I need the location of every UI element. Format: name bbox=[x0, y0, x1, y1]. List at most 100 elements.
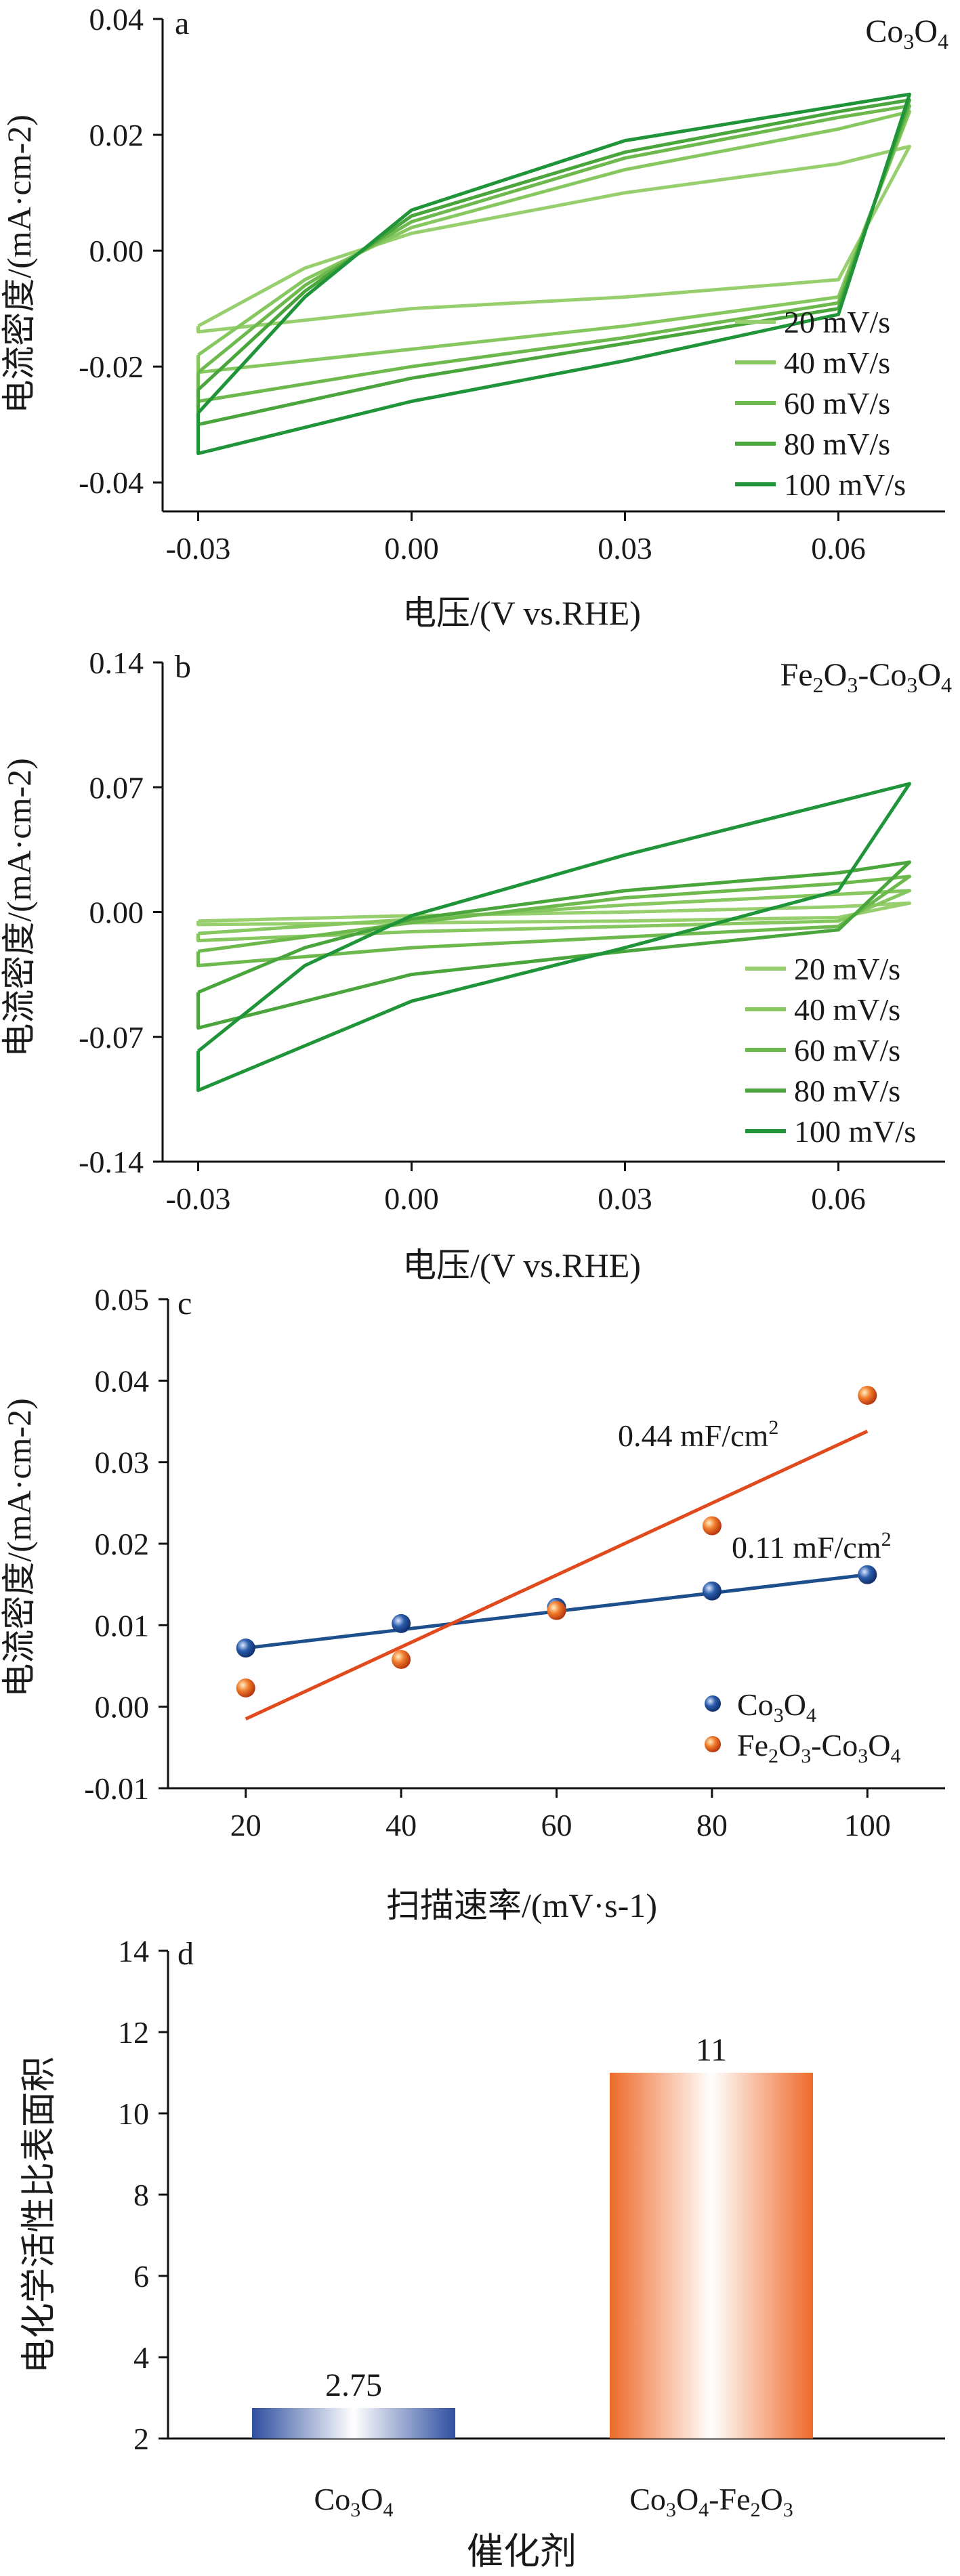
panel-a: a Co3O4 -0.03 0.00 0.03 0.060.040.020.00-0.… bbox=[0, 2, 948, 632]
panel-a-legend-label: 80 mV/s bbox=[784, 427, 890, 461]
panel-b-xlabel: 电压/(V vs.RHE) bbox=[402, 1246, 641, 1284]
panel-d-cat-co3o4-fe2o3: Co3O4-Fe2O3 bbox=[629, 2482, 793, 2521]
panel-d-bar-2 bbox=[610, 2073, 813, 2438]
panel-c: c 20 40 60 80 100 0.05 0.04 0.03 0.02 0.01 0.00 -0.… bbox=[0, 1282, 945, 1924]
panel-b: b Fe2O3-Co3O4 -0.03 0.00 0.03 0.06 0.14 0.07 0… bbox=[0, 646, 952, 1284]
panel-a-y-tick-label: 0.04 bbox=[89, 2, 144, 37]
panel-a-x-tick-label: -0.03 bbox=[166, 531, 231, 566]
panel-d: d 14 12 10 8 6 4 2 2.75 11 Co3O4 Co3O4-Fe2O3 催化剂… bbox=[20, 1934, 945, 2572]
panel-c-label: c bbox=[178, 1286, 192, 1322]
panel-b-label: b bbox=[175, 649, 191, 685]
panel-d-bar-label-1: 2.75 bbox=[325, 2367, 382, 2403]
panel-a-x-tick-label: 0.00 bbox=[384, 531, 439, 566]
panel-a-material: Co3O4 bbox=[865, 14, 948, 54]
panel-c-y-tick-label: 0.03 bbox=[95, 1445, 150, 1480]
panel-c-point-2 bbox=[392, 1649, 411, 1669]
panel-a-label: a bbox=[175, 5, 189, 41]
panel-d-y-tick-label: 12 bbox=[118, 2015, 149, 2050]
panel-d-y-tick-label: 6 bbox=[133, 2259, 149, 2294]
panel-b-series-4 bbox=[196, 860, 911, 1030]
panel-a-x-tick-label: 0.06 bbox=[811, 531, 866, 566]
panel-b-y-tick-label: 0.14 bbox=[89, 646, 144, 680]
panel-c-point-2 bbox=[858, 1385, 877, 1405]
panel-b-x-tick-label: 0.00 bbox=[384, 1181, 439, 1216]
panel-c-y-tick-label: -0.01 bbox=[84, 1771, 149, 1806]
panel-b-series-1 bbox=[196, 901, 911, 927]
panel-b-x-tick-label: 0.06 bbox=[811, 1181, 866, 1216]
panel-c-y-tick-label: 0.02 bbox=[95, 1527, 150, 1561]
legend-marker-fe2o3-co3o4 bbox=[705, 1736, 721, 1752]
panel-c-x-tick-label: 100 bbox=[844, 1808, 891, 1842]
panel-d-bar-1 bbox=[252, 2408, 455, 2438]
panel-b-y-tick-label: 0.00 bbox=[89, 895, 144, 930]
panel-a-ylabel: 电流密度/(mA·cm-2) bbox=[0, 114, 38, 414]
panel-a-legend-label: 20 mV/s bbox=[784, 305, 890, 339]
panel-c-plot: 20 40 60 80 100 0.05 0.04 0.03 0.02 0.01 0.00 -0.01 bbox=[84, 1282, 945, 1842]
panel-d-ylabel: 电化学活性比表面积 bbox=[20, 2056, 59, 2373]
panel-a-series-5 bbox=[196, 92, 911, 455]
panel-c-xlabel: 扫描速率/(mV·s-1) bbox=[386, 1886, 657, 1924]
panel-c-x-tick-label: 20 bbox=[230, 1808, 262, 1842]
panel-c-slope-co: 0.11 mF/cm2 bbox=[732, 1528, 892, 1565]
panel-c-legend: Co3O4 Fe2O3-Co3O4 bbox=[705, 1687, 900, 1767]
panel-b-material: Fe2O3-Co3O4 bbox=[780, 657, 952, 697]
panel-a-legend-label: 100 mV/s bbox=[784, 467, 906, 502]
panel-c-fit-line-2 bbox=[245, 1429, 869, 1720]
panel-a-y-tick-label: -0.04 bbox=[79, 465, 144, 500]
panel-b-legend-label: 100 mV/s bbox=[794, 1114, 916, 1149]
panel-c-y-tick-label: 0.00 bbox=[95, 1690, 150, 1725]
panel-a-x-tick-label: 0.03 bbox=[598, 531, 652, 566]
panel-a-y-tick-label: 0.00 bbox=[89, 234, 144, 268]
panel-d-plot: 14 12 10 8 6 4 2 2.75 11 bbox=[118, 1934, 945, 2456]
panel-c-y-tick-label: 0.04 bbox=[95, 1364, 150, 1398]
panel-b-legend-label: 80 mV/s bbox=[794, 1074, 900, 1108]
panel-a-legend-label: 60 mV/s bbox=[784, 386, 890, 421]
panel-a-legend-label: 40 mV/s bbox=[784, 345, 890, 380]
legend-label-co3o4: Co3O4 bbox=[737, 1687, 816, 1727]
panel-d-xlabel: 催化剂 bbox=[467, 2531, 577, 2572]
panel-b-plot: -0.03 0.00 0.03 0.06 0.14 0.07 0.00 -0.07 -0.14 bbox=[79, 646, 945, 1216]
panel-c-ylabel: 电流密度/(mA·cm-2) bbox=[0, 1398, 38, 1697]
panel-b-series-3 bbox=[196, 874, 911, 967]
panel-c-point-1 bbox=[236, 1639, 255, 1658]
panel-a-plot: -0.03 0.00 0.03 0.06 0.04 0.02 0.00 -0.02 -0.04 bbox=[79, 2, 945, 566]
panel-b-x-tick-label: 0.03 bbox=[598, 1181, 652, 1216]
panel-c-x-tick-label: 40 bbox=[385, 1808, 417, 1842]
panel-b-legend: 20 mV/s 40 mV/s 60 mV/s 80 mV/s 100 mV/s bbox=[745, 952, 916, 1149]
panel-b-x-tick-label: -0.03 bbox=[166, 1181, 231, 1216]
panel-c-point-1 bbox=[858, 1565, 877, 1584]
panel-a-legend: 20 mV/s 40 mV/s 60 mV/s 80 mV/s 100 mV/s bbox=[735, 305, 906, 502]
panel-c-y-tick-label: 0.01 bbox=[95, 1608, 150, 1643]
panel-d-y-tick-label: 2 bbox=[133, 2422, 149, 2456]
panel-d-y-tick-label: 10 bbox=[118, 2096, 149, 2131]
panel-b-legend-label: 20 mV/s bbox=[794, 952, 900, 986]
panel-b-y-tick-label: -0.07 bbox=[79, 1020, 144, 1055]
panel-c-y-tick-label: 0.05 bbox=[95, 1282, 150, 1317]
panel-c-point-2 bbox=[547, 1601, 566, 1620]
panel-b-legend-label: 40 mV/s bbox=[794, 992, 900, 1027]
panel-c-x-tick-label: 60 bbox=[541, 1808, 572, 1842]
panel-b-y-tick-label: -0.14 bbox=[79, 1145, 144, 1179]
panel-b-ylabel: 电流密度/(mA·cm-2) bbox=[0, 758, 38, 1057]
panel-c-slope-fe: 0.44 mF/cm2 bbox=[618, 1416, 778, 1453]
panel-c-point-1 bbox=[392, 1613, 411, 1633]
panel-d-y-tick-label: 8 bbox=[133, 2178, 149, 2212]
panel-a-y-tick-label: 0.02 bbox=[89, 118, 144, 152]
panel-c-x-tick-label: 80 bbox=[696, 1808, 728, 1842]
panel-b-y-tick-label: 0.07 bbox=[89, 770, 144, 805]
panel-b-legend-label: 60 mV/s bbox=[794, 1033, 900, 1068]
legend-marker-co3o4 bbox=[705, 1695, 721, 1712]
panel-d-y-tick-label: 4 bbox=[133, 2340, 149, 2375]
panel-c-point-2 bbox=[236, 1678, 255, 1697]
panel-a-xlabel: 电压/(V vs.RHE) bbox=[402, 594, 641, 632]
legend-label-fe2o3-co3o4: Fe2O3-Co3O4 bbox=[737, 1728, 900, 1767]
panel-b-series-5 bbox=[196, 782, 911, 1093]
panel-d-bar-label-2: 11 bbox=[696, 2032, 727, 2068]
panel-d-cat-co3o4: Co3O4 bbox=[314, 2482, 394, 2521]
panel-c-point-1 bbox=[702, 1581, 722, 1601]
panel-c-point-2 bbox=[702, 1516, 722, 1536]
panel-d-label: d bbox=[178, 1936, 194, 1972]
panel-a-y-tick-label: -0.02 bbox=[79, 350, 144, 384]
panel-d-y-tick-label: 14 bbox=[118, 1934, 149, 1968]
